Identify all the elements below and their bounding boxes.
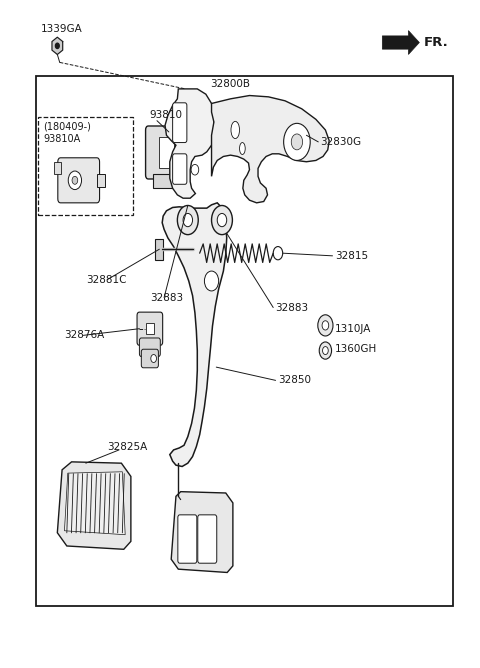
Polygon shape — [64, 472, 125, 534]
FancyBboxPatch shape — [137, 312, 163, 345]
Circle shape — [291, 134, 302, 150]
Polygon shape — [57, 462, 131, 549]
Circle shape — [174, 138, 179, 145]
Circle shape — [284, 124, 310, 160]
Text: 1310JA: 1310JA — [335, 324, 371, 334]
Ellipse shape — [231, 122, 240, 138]
Circle shape — [191, 164, 199, 175]
Text: 32883: 32883 — [276, 303, 309, 313]
Text: 32876A: 32876A — [64, 330, 105, 340]
Circle shape — [273, 246, 283, 260]
Polygon shape — [171, 492, 233, 572]
Circle shape — [204, 271, 219, 291]
FancyBboxPatch shape — [178, 515, 197, 563]
Circle shape — [323, 347, 328, 355]
Circle shape — [212, 206, 232, 234]
Polygon shape — [52, 37, 63, 55]
Text: FR.: FR. — [424, 36, 449, 49]
Polygon shape — [383, 31, 420, 55]
Circle shape — [174, 152, 179, 158]
FancyBboxPatch shape — [58, 158, 99, 203]
FancyBboxPatch shape — [173, 154, 187, 184]
Text: (180409-): (180409-) — [43, 122, 91, 132]
Text: 93810A: 93810A — [43, 134, 80, 144]
Text: 32825A: 32825A — [107, 442, 147, 452]
FancyBboxPatch shape — [141, 349, 158, 368]
Text: 93810: 93810 — [150, 110, 183, 120]
Text: 32850: 32850 — [278, 375, 311, 385]
Circle shape — [72, 176, 78, 184]
Bar — [38, 117, 133, 214]
Circle shape — [151, 355, 156, 363]
Text: 32883: 32883 — [150, 293, 183, 303]
Bar — [36, 75, 454, 606]
Text: 32881C: 32881C — [86, 275, 126, 285]
Circle shape — [56, 43, 59, 49]
Text: 32815: 32815 — [335, 250, 368, 261]
Polygon shape — [162, 203, 227, 466]
Ellipse shape — [240, 142, 245, 154]
Circle shape — [190, 246, 200, 260]
FancyBboxPatch shape — [139, 338, 160, 357]
Circle shape — [183, 214, 192, 226]
Circle shape — [322, 321, 329, 330]
Bar — [155, 238, 163, 260]
Polygon shape — [165, 89, 214, 198]
Bar — [159, 136, 174, 168]
Bar — [146, 323, 154, 334]
Bar — [54, 162, 60, 174]
Text: 32800B: 32800B — [211, 79, 251, 89]
Circle shape — [319, 342, 332, 359]
Bar — [153, 174, 180, 188]
Circle shape — [318, 315, 333, 336]
Circle shape — [178, 206, 198, 234]
FancyBboxPatch shape — [173, 103, 187, 142]
Polygon shape — [212, 96, 329, 203]
Circle shape — [217, 214, 227, 226]
FancyBboxPatch shape — [145, 126, 184, 179]
FancyBboxPatch shape — [198, 515, 217, 563]
Circle shape — [68, 171, 82, 190]
Bar — [96, 174, 105, 187]
Text: 1339GA: 1339GA — [41, 24, 83, 34]
Text: 32830G: 32830G — [321, 137, 362, 147]
Text: 1360GH: 1360GH — [335, 343, 377, 353]
